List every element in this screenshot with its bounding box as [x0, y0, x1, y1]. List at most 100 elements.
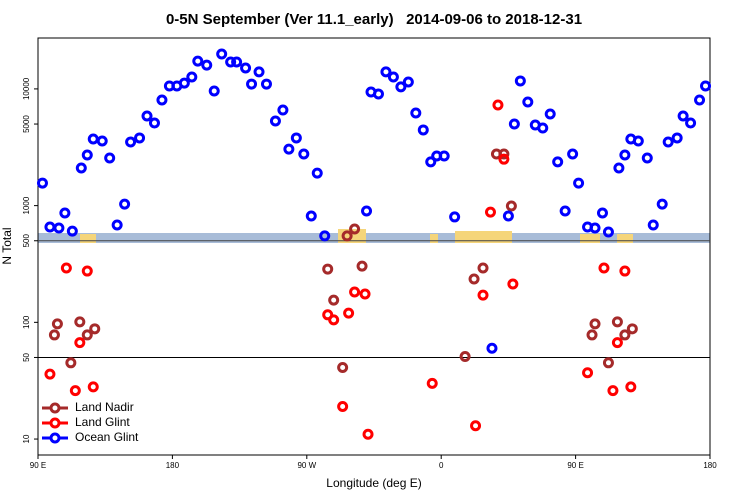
data-point — [283, 143, 295, 155]
data-point — [459, 350, 471, 362]
data-point — [87, 133, 99, 145]
data-point — [240, 62, 252, 74]
data-point — [322, 263, 334, 275]
data-point — [356, 260, 368, 272]
data-point — [596, 207, 608, 219]
data-point — [87, 381, 99, 393]
data-point — [619, 149, 631, 161]
data-point — [537, 122, 549, 134]
x-tick-label: 90 W — [297, 461, 316, 470]
legend-label: Land Nadir — [75, 400, 134, 414]
data-point — [502, 210, 514, 222]
data-point — [290, 132, 302, 144]
data-point — [349, 286, 361, 298]
data-point — [402, 76, 414, 88]
data-point — [514, 75, 526, 87]
x-tick-label: 90 E — [567, 461, 583, 470]
data-point — [522, 96, 534, 108]
data-point — [602, 226, 614, 238]
data-point — [69, 385, 81, 397]
y-tick-label: 1000 — [22, 196, 31, 214]
data-point — [507, 278, 519, 290]
data-point — [298, 148, 310, 160]
data-point — [505, 200, 517, 212]
data-point — [260, 78, 272, 90]
data-point — [74, 337, 86, 349]
data-point — [311, 167, 323, 179]
data-point — [178, 77, 190, 89]
data-point — [486, 342, 498, 354]
data-point — [589, 318, 601, 330]
data-point — [589, 222, 601, 234]
x-axis-label: Longitude (deg E) — [326, 476, 421, 490]
chart-title: 0-5N September (Ver 11.1_early) 2014-09-… — [166, 11, 582, 28]
data-point — [477, 289, 489, 301]
y-tick-label: 10 — [22, 434, 31, 443]
data-point — [156, 94, 168, 106]
y-tick-label: 100 — [22, 315, 31, 329]
data-point — [225, 56, 237, 68]
data-point — [201, 59, 213, 71]
y-tick-label: 10000 — [22, 77, 31, 100]
data-point — [619, 265, 631, 277]
data-point — [410, 107, 422, 119]
data-point — [53, 222, 65, 234]
data-point — [208, 85, 220, 97]
data-point — [362, 428, 374, 440]
data-point — [685, 117, 697, 129]
data-point — [372, 88, 384, 100]
x-tick-label: 180 — [703, 461, 717, 470]
data-point — [567, 148, 579, 160]
data-point — [328, 314, 340, 326]
data-point — [380, 66, 392, 78]
data-point — [611, 316, 623, 328]
data-point — [96, 135, 108, 147]
data-point — [498, 148, 510, 160]
legend-label: Land Glint — [75, 415, 130, 429]
data-point — [484, 206, 496, 218]
data-point — [60, 262, 72, 274]
data-point — [305, 210, 317, 222]
data-point — [65, 357, 77, 369]
data-point — [343, 307, 355, 319]
legend-marker — [49, 432, 61, 444]
data-point — [359, 288, 371, 300]
data-point — [246, 78, 258, 90]
data-point — [328, 294, 340, 306]
data-point — [349, 223, 361, 235]
data-point — [134, 132, 146, 144]
data-point — [48, 329, 60, 341]
data-point — [559, 205, 571, 217]
data-point — [625, 381, 637, 393]
data-point — [417, 124, 429, 136]
data-point — [125, 136, 137, 148]
data-point — [613, 162, 625, 174]
data-point — [111, 219, 123, 231]
data-point — [662, 136, 674, 148]
data-point — [552, 156, 564, 168]
data-point — [611, 337, 623, 349]
data-point — [337, 401, 349, 413]
data-point — [387, 71, 399, 83]
data-point — [269, 115, 281, 127]
data-point — [602, 357, 614, 369]
data-point — [186, 71, 198, 83]
data-point — [44, 368, 56, 380]
data-point — [598, 262, 610, 274]
data-point — [425, 156, 437, 168]
data-point — [192, 55, 204, 67]
data-point — [586, 329, 598, 341]
data-point — [89, 323, 101, 335]
legend-marker — [49, 402, 61, 414]
data-point — [44, 221, 56, 233]
data-point — [470, 420, 482, 432]
data-point — [216, 48, 228, 60]
data-point — [81, 149, 93, 161]
data-point — [647, 219, 659, 231]
data-point — [81, 329, 93, 341]
plot-frame — [37, 37, 711, 456]
data-point — [656, 198, 668, 210]
data-point — [641, 152, 653, 164]
data-point — [59, 207, 71, 219]
